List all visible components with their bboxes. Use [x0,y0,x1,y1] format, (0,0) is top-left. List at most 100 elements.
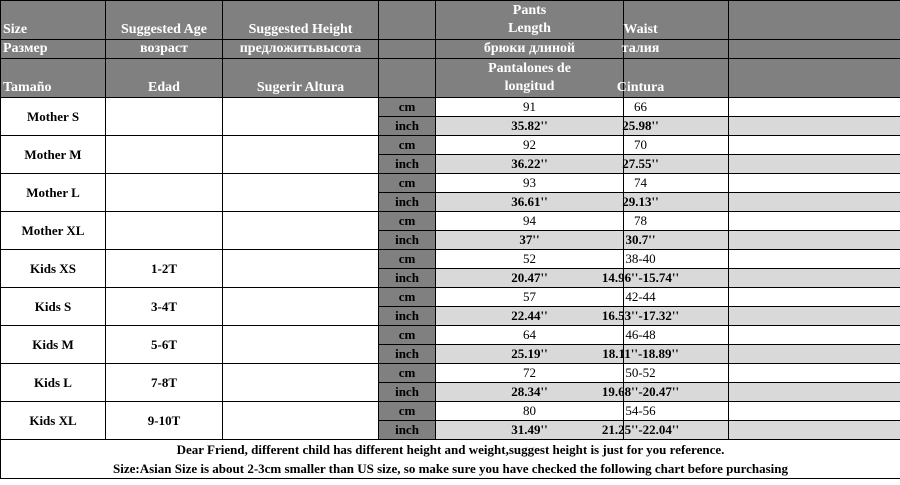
waist-cm-cell: 70 [623,135,729,155]
blank-cm [728,363,900,383]
suggested-height [222,363,379,402]
unit-inch-label: inch [378,420,436,440]
size-name: Kids XL [0,401,106,440]
table-row-inch: inch 20.47'' 14.96''-15.74'' [1,268,900,288]
waist-cm: 54-56 [625,403,656,418]
waist-inch-cell: 27.55'' [622,154,729,174]
unit-cm-label: cm [378,135,436,155]
footer-note-size: Size:Asian Size is about 2-3cm smaller t… [0,459,900,479]
blank-cm [728,97,900,117]
waist-cm: 66 [634,99,647,114]
header-height: Suggested Height [222,0,379,40]
header-waist-ru-cell: талия [622,39,729,59]
waist-cm: 46-48 [625,327,656,342]
table-row-cm: Mother S cm 91 66 [0,97,900,136]
header-size-es: Tamaño [0,58,106,98]
blank-inch [728,268,900,288]
header-height-es: Sugerir Altura [222,58,379,98]
suggested-height [222,97,379,136]
header-blank-right [728,0,900,40]
waist-cm-cell: 54-56 [623,401,729,421]
table-row-cm: Kids S 3-4T cm 57 42-44 [0,287,900,326]
unit-inch-label: inch [378,344,436,364]
waist-inch: 21.25''-22.04'' [601,422,680,437]
size-name: Kids XS [0,249,106,288]
waist-cm-cell: 46-48 [623,325,729,345]
waist-inch: 30.7'' [625,232,656,247]
header-size-ru: Размер [0,39,106,59]
header-pants-line2: Length [508,21,551,36]
blank-cm [728,135,900,155]
waist-inch: 25.98'' [622,118,659,133]
pants-length-cm: 94 [435,211,624,231]
unit-inch-label: inch [378,230,436,250]
pants-length-inch: 36.61'' [435,192,624,212]
unit-inch-label: inch [378,192,436,212]
suggested-height [222,211,379,250]
waist-cm: 50-52 [625,365,656,380]
table-row-cm: Kids XS 1-2T cm 52 38-40 [0,249,900,288]
waist-inch-cell: 29.13'' [622,192,729,212]
suggested-age: 7-8T [105,363,223,402]
blank-cm [728,401,900,421]
footer-row-1: Dear Friend, different child has differe… [0,439,900,459]
header-pants-line1: Pants [512,3,547,18]
table-row-inch: inch 28.34'' 19.68''-20.47'' [1,382,900,402]
unit-inch-label: inch [378,116,436,136]
header-blank-right-ru [728,39,900,59]
pants-length-inch: 35.82'' [435,116,624,136]
waist-inch-cell: 25.98'' [622,116,729,136]
unit-cm-label: cm [378,363,436,383]
unit-inch-label: inch [378,306,436,326]
size-name: Kids M [0,325,106,364]
waist-cm-cell: 50-52 [623,363,729,383]
suggested-height [222,249,379,288]
unit-cm-label: cm [378,97,436,117]
header-row-spanish: Tamaño Edad Sugerir Altura Pantalones de… [0,58,900,98]
table-row-cm: Kids M 5-6T cm 64 46-48 [0,325,900,364]
table-row-cm: Mother M cm 92 70 [0,135,900,174]
suggested-height [222,325,379,364]
unit-cm-label: cm [378,287,436,307]
waist-cm-cell: 78 [623,211,729,231]
blank-inch [728,116,900,136]
pants-length-cm: 93 [435,173,624,193]
suggested-age [105,173,223,212]
unit-inch-label: inch [378,154,436,174]
header-pants-es-line2: longitud [504,79,555,94]
header-waist: Waist [623,22,658,37]
header-pants-es: Pantalones de longitud [435,58,624,98]
size-name: Mother XL [0,211,106,250]
table-row-cm: Kids L 7-8T cm 72 50-52 [0,363,900,402]
pants-length-inch: 37'' [435,230,624,250]
header-waist-es-cell: Cintura [617,58,729,98]
blank-cm [728,173,900,193]
blank-inch [728,344,900,364]
header-age-es: Edad [105,58,223,98]
pants-length-inch: 31.49'' [435,420,624,440]
waist-inch-cell: 14.96''-15.74'' [602,268,729,288]
suggested-age: 3-4T [105,287,223,326]
waist-cm: 74 [634,175,647,190]
size-name: Mother S [0,97,106,136]
unit-cm-label: cm [378,325,436,345]
suggested-age [105,97,223,136]
unit-cm-label: cm [378,173,436,193]
waist-inch-cell: 16.53''-17.32'' [602,306,729,326]
suggested-height [222,173,379,212]
waist-cm: 70 [634,137,647,152]
header-pants-ru: брюки длиной [435,39,624,59]
waist-cm-cell: 38-40 [623,249,729,269]
table-row-cm: Mother L cm 93 74 [0,173,900,212]
waist-inch: 27.55'' [622,156,659,171]
suggested-height [222,287,379,326]
suggested-height [222,401,379,440]
waist-inch-cell: 18.11''-18.89'' [602,344,729,364]
blank-inch [728,192,900,212]
header-pants: Pants Length [435,0,624,40]
pants-length-inch: 20.47'' [435,268,624,288]
waist-inch: 19.68''-20.47'' [601,384,680,399]
unit-cm-label: cm [378,401,436,421]
header-row-english: Size Suggested Age Suggested Height Pant… [0,0,900,40]
